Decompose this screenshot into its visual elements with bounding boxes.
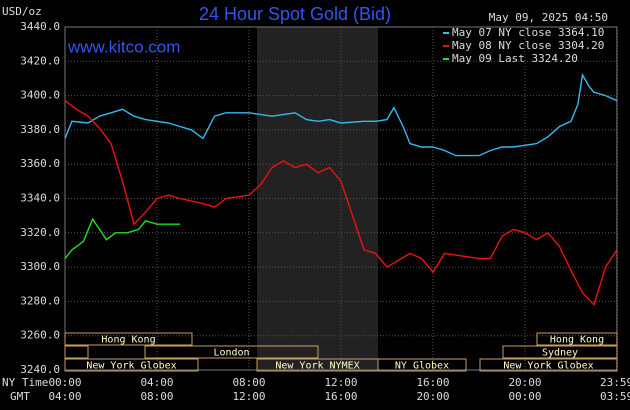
y-tick-label: 3340.0 xyxy=(20,192,60,205)
x-tick-label: 20:00 xyxy=(508,376,541,389)
session-box xyxy=(64,358,199,372)
session-label: Hong Kong xyxy=(101,335,155,346)
session-box xyxy=(536,332,618,346)
x-tick-label: 04:00 xyxy=(140,376,173,389)
x2-tick-label: 08:00 xyxy=(140,390,173,403)
y-tick-label: 3260.0 xyxy=(20,329,60,342)
x2-tick-label: 00:00 xyxy=(508,390,541,403)
x2-tick-label: 20:00 xyxy=(416,390,449,403)
x2-axis-label: GMT xyxy=(10,390,30,403)
legend-label: May 08 NY close 3304.20 xyxy=(452,39,604,52)
session-box xyxy=(502,345,618,359)
y-tick-label: 3360.0 xyxy=(20,157,60,170)
series-line xyxy=(64,217,180,259)
x-tick-label: 23:59 xyxy=(600,376,630,389)
unit-label: USD/oz xyxy=(2,5,42,18)
y-tick-label: 3320.0 xyxy=(20,226,60,239)
x-tick-label: 00:00 xyxy=(48,376,81,389)
series-line xyxy=(64,100,618,307)
session-label: London xyxy=(213,348,249,359)
session-box xyxy=(377,358,467,372)
session-box xyxy=(479,358,618,372)
y-tick-label: 3400.0 xyxy=(20,89,60,102)
x2-tick-label: 03:59 xyxy=(600,390,630,403)
site-label: www.kitco.com xyxy=(67,37,180,56)
timestamp: May 09, 2025 04:50 xyxy=(489,11,608,24)
x2-tick-label: 04:00 xyxy=(48,390,81,403)
session-label: New York NYMEX xyxy=(275,361,359,372)
session-label: Sydney xyxy=(542,348,578,359)
session-label: New York Globex xyxy=(503,361,593,372)
session-box xyxy=(64,332,193,346)
x-tick-label: 16:00 xyxy=(416,376,449,389)
y-tick-label: 3300.0 xyxy=(20,260,60,273)
plot-border xyxy=(64,26,618,371)
x-tick-label: 08:00 xyxy=(232,376,265,389)
session-label: NY Globex xyxy=(395,361,449,372)
y-tick-label: 3420.0 xyxy=(20,54,60,67)
session-box xyxy=(144,345,319,359)
session-label: New York Globex xyxy=(86,361,176,372)
x-tick-label: 12:00 xyxy=(324,376,357,389)
y-tick-label: 3440.0 xyxy=(20,20,60,33)
chart-title: 24 Hour Spot Gold (Bid) xyxy=(199,4,391,24)
x-axis-label: NY Time xyxy=(2,376,48,389)
y-tick-label: 3380.0 xyxy=(20,123,60,136)
session-box xyxy=(64,345,89,359)
series-line xyxy=(64,72,618,157)
y-tick-label: 3280.0 xyxy=(20,294,60,307)
x2-tick-label: 16:00 xyxy=(324,390,357,403)
x2-tick-label: 12:00 xyxy=(232,390,265,403)
y-tick-label: 3240.0 xyxy=(20,363,60,376)
legend-label: May 09 Last 3324.20 xyxy=(452,52,578,65)
session-label: Hong Kong xyxy=(550,335,604,346)
legend-label: May 07 NY close 3364.10 xyxy=(452,26,604,39)
